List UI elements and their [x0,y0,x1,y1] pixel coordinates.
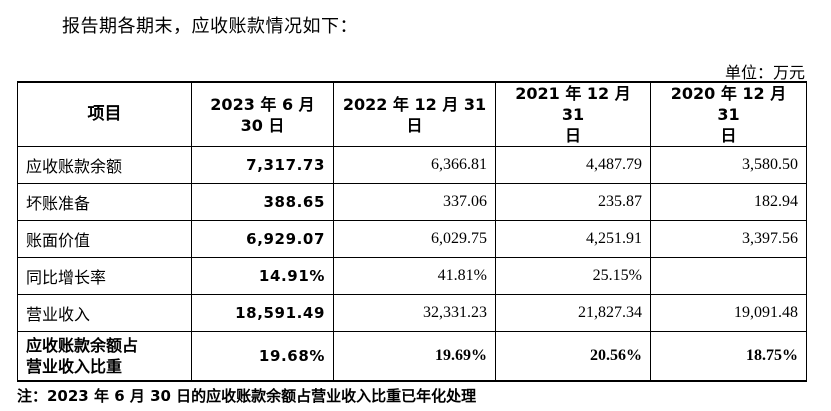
cell-value: 3,580.50 [650,146,807,184]
intro-text: 报告期各期末，应收账款情况如下： [62,16,358,37]
row-label: 坏账准备 [17,183,192,221]
table-row: 应收账款余额占 营业收入比重 19.68% 19.69% 20.56% 18.75… [17,331,807,382]
footnote: 注：2023 年 6 月 30 日的应收账款余额占营业收入比重已年化处理 [17,387,477,405]
cell-value: 3,397.56 [650,220,807,258]
cell-value: 18.75% [650,331,807,382]
header-2021-12-31: 2021 年 12 月 31 日 [495,81,651,147]
row-label: 营业收入 [17,294,192,332]
table-row: 同比增长率 14.91% 41.81% 25.15% [17,257,807,295]
cell-value: 6,029.75 [333,220,496,258]
cell-value: 32,331.23 [333,294,496,332]
row-label: 应收账款余额 [17,146,192,184]
header-2020-12-31: 2020 年 12 月 31 日 [650,81,807,147]
cell-value: 6,366.81 [333,146,496,184]
table-header-row: 项目 2023 年 6 月 30 日 2022 年 12 月 31 日 2021 年… [17,81,807,147]
cell-value: 19.69% [333,331,496,382]
cell-value: 41.81% [333,257,496,295]
cell-value: 20.56% [495,331,651,382]
table-row: 坏账准备 388.65 337.06 235.87 182.94 [17,183,807,221]
header-2023-06-30: 2023 年 6 月 30 日 [191,81,334,147]
row-label: 同比增长率 [17,257,192,295]
row-label: 账面价值 [17,220,192,258]
cell-value: 18,591.49 [191,294,334,332]
cell-value: 14.91% [191,257,334,295]
cell-value: 388.65 [191,183,334,221]
table-row: 营业收入 18,591.49 32,331.23 21,827.34 19,09… [17,294,807,332]
cell-value: 19.68% [191,331,334,382]
header-item: 项目 [17,81,192,147]
cell-value: 25.15% [495,257,651,295]
cell-value: 235.87 [495,183,651,221]
unit-label: 单位：万元 [724,63,805,82]
cell-value: 21,827.34 [495,294,651,332]
cell-value: 337.06 [333,183,496,221]
cell-value: 182.94 [650,183,807,221]
cell-value: 19,091.48 [650,294,807,332]
cell-value: 6,929.07 [191,220,334,258]
cell-value [650,257,807,295]
row-label: 应收账款余额占 营业收入比重 [17,331,192,382]
cell-value: 4,251.91 [495,220,651,258]
cell-value: 7,317.73 [191,146,334,184]
header-2022-12-31: 2022 年 12 月 31 日 [333,81,496,147]
receivables-table: 项目 2023 年 6 月 30 日 2022 年 12 月 31 日 2021 年… [17,81,807,382]
table-row: 账面价值 6,929.07 6,029.75 4,251.91 3,397.56 [17,220,807,258]
table-row: 应收账款余额 7,317.73 6,366.81 4,487.79 3,580.… [17,146,807,184]
cell-value: 4,487.79 [495,146,651,184]
